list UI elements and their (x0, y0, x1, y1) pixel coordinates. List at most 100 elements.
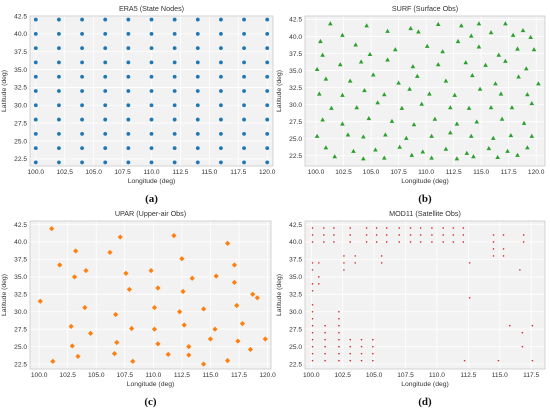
x-tick-label: 112.5 (460, 372, 476, 379)
data-point (338, 359, 340, 362)
data-point (324, 345, 326, 348)
data-point (466, 105, 472, 110)
data-point (311, 324, 314, 327)
data-point (314, 133, 320, 138)
data-point (361, 156, 366, 161)
data-point (311, 227, 314, 229)
data-point (338, 310, 340, 313)
data-point (126, 74, 131, 79)
data-point (201, 361, 207, 367)
data-point (242, 103, 246, 108)
y-tick-label: 27.5 (289, 327, 302, 334)
data-point (57, 103, 61, 108)
data-point (149, 103, 154, 108)
data-point (311, 262, 314, 264)
data-point (195, 74, 200, 79)
data-point (126, 60, 131, 65)
data-point (172, 103, 177, 108)
data-point (338, 317, 340, 320)
data-point (364, 23, 369, 28)
data-point (212, 326, 218, 332)
data-point (80, 131, 84, 136)
data-point (431, 234, 433, 236)
data-point (531, 47, 537, 52)
data-point (57, 131, 61, 136)
data-point (429, 155, 434, 160)
data-point (529, 100, 535, 106)
x-tick-label: 107.5 (114, 169, 131, 176)
data-point (242, 89, 246, 93)
data-point (510, 32, 516, 37)
data-point (345, 132, 351, 137)
data-point (311, 290, 314, 292)
data-point (219, 17, 223, 22)
data-point (419, 227, 422, 229)
data-point (521, 345, 524, 348)
data-point (87, 330, 94, 336)
data-point (311, 345, 314, 348)
data-point (349, 227, 352, 229)
data-point (340, 92, 345, 97)
data-point (311, 352, 314, 355)
data-point (338, 331, 340, 334)
data-point (149, 74, 154, 79)
data-point (385, 241, 388, 243)
data-point (265, 17, 270, 22)
data-point (172, 117, 177, 122)
x-tick-label: 120.0 (259, 372, 276, 379)
data-point (80, 103, 84, 108)
data-point (343, 269, 345, 271)
data-point (172, 89, 177, 93)
data-point (332, 154, 338, 159)
panel-label: (d) (418, 396, 432, 408)
data-point (231, 279, 238, 286)
data-point (320, 52, 325, 57)
data-point (57, 46, 61, 51)
x-tick-label: 110.0 (429, 372, 445, 379)
data-point (375, 227, 378, 229)
panel-label: (c) (144, 396, 157, 408)
data-point (419, 241, 422, 243)
y-tick-label: 35.0 (14, 67, 27, 74)
data-point (33, 131, 38, 136)
data-point (33, 46, 38, 51)
data-point (311, 359, 314, 362)
data-point (427, 91, 432, 96)
data-point (502, 234, 505, 236)
x-tick-label: 107.5 (390, 169, 407, 176)
data-point (525, 145, 530, 150)
data-point (80, 89, 84, 93)
data-point (420, 149, 426, 154)
x-tick-label: 102.5 (56, 169, 73, 176)
data-point (207, 336, 214, 342)
data-point (219, 31, 223, 36)
data-point (195, 160, 200, 165)
data-point (338, 352, 340, 355)
x-tick-label: 107.5 (117, 372, 134, 379)
y-axis-label: Latitude (deg) (1, 70, 8, 112)
data-point (372, 359, 374, 362)
data-point (195, 131, 200, 136)
data-point (361, 134, 366, 139)
x-tick-label: 105.0 (363, 169, 380, 176)
data-point (80, 17, 84, 22)
plot-area (305, 16, 545, 166)
y-tick-label: 37.5 (14, 49, 27, 56)
data-point (442, 234, 445, 236)
y-tick-label: 25.0 (289, 136, 302, 143)
data-point (521, 331, 524, 334)
data-point (474, 119, 480, 124)
data-point (265, 74, 270, 79)
data-point (468, 133, 474, 138)
x-tick-label: 105.0 (88, 372, 105, 379)
data-point (432, 116, 438, 121)
data-point (324, 324, 326, 327)
data-point (440, 49, 445, 54)
data-point (349, 345, 352, 348)
data-point (536, 81, 541, 86)
y-tick-label: 35.0 (289, 68, 302, 75)
data-point (519, 269, 521, 271)
data-point (462, 227, 465, 229)
data-point (103, 89, 108, 93)
data-point (424, 43, 430, 48)
